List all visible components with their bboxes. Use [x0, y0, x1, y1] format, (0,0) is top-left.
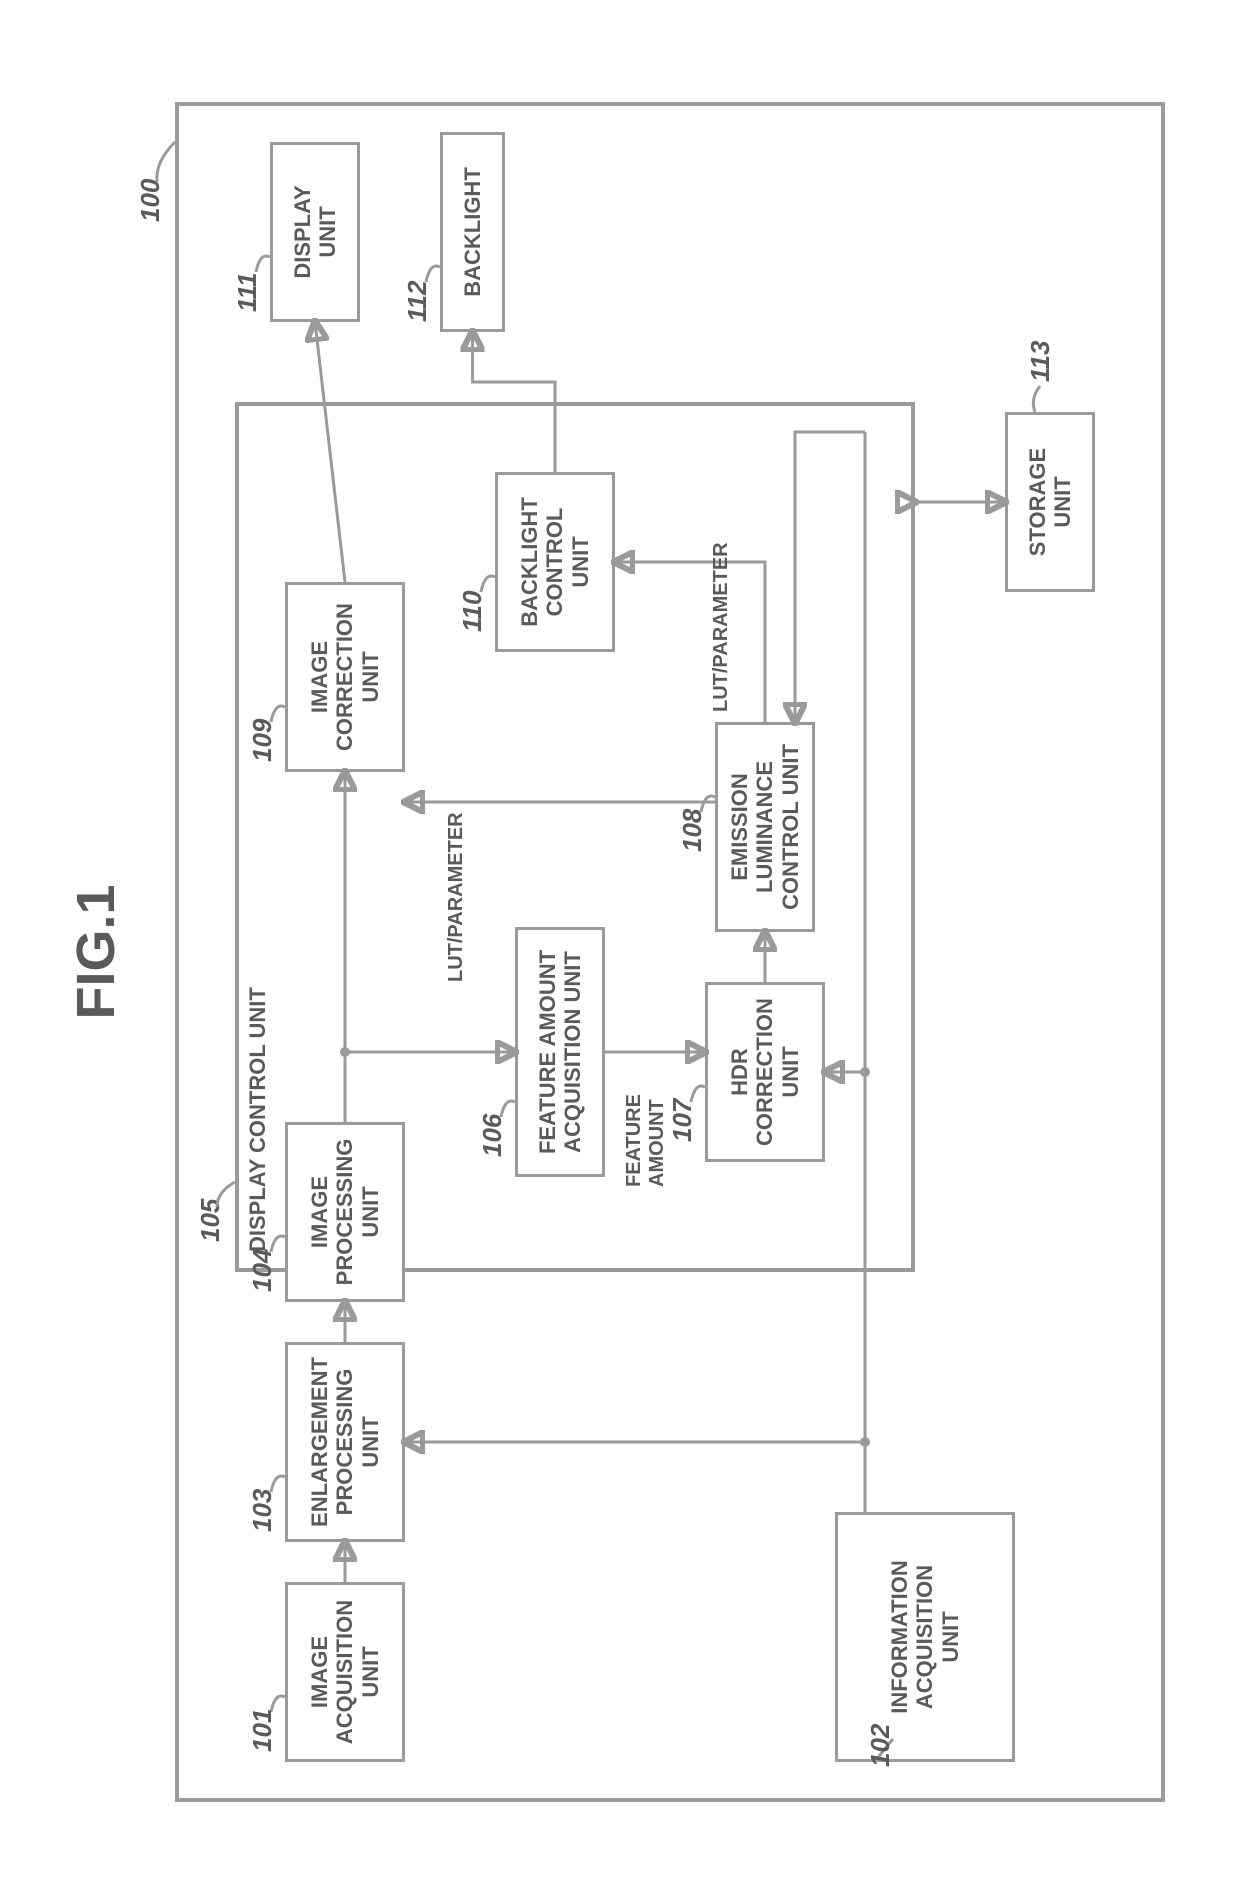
wires: [45, 52, 1195, 1852]
ref-109: 109: [247, 719, 278, 762]
annotation-feature-amount: FEATUREAMOUNT: [623, 1094, 669, 1187]
ref-108: 108: [677, 809, 708, 852]
ref-106: 106: [477, 1114, 508, 1157]
ref-101: 101: [247, 1709, 278, 1752]
ref-107: 107: [667, 1099, 698, 1142]
ref-113: 113: [1025, 341, 1056, 382]
annotation-lut-parameter-1: LUT/PARAMETER: [445, 812, 468, 982]
ref-102: 102: [865, 1724, 896, 1767]
ref-111: 111: [232, 272, 263, 312]
ref-103: 103: [247, 1489, 278, 1532]
ref-112: 112: [402, 281, 433, 322]
ref-104: 104: [247, 1249, 278, 1292]
annotation-lut-parameter-2: LUT/PARAMETER: [710, 542, 733, 712]
ref-110: 110: [457, 591, 488, 632]
